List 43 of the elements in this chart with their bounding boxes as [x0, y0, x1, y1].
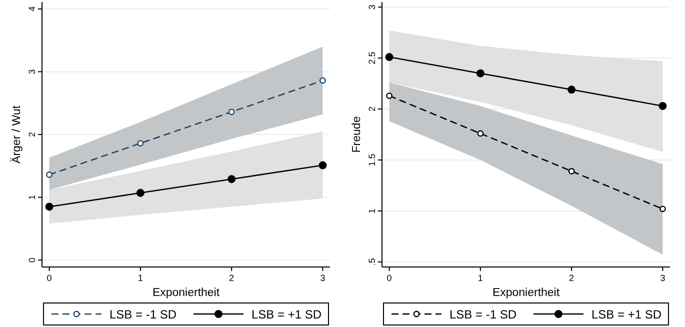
y-tick-label: 2.5 [367, 52, 377, 64]
y-tick-label: 2 [367, 106, 377, 112]
x-tick-label: 0 [46, 273, 52, 283]
y-tick-label: .5 [367, 258, 377, 266]
y-tick-label: 3 [367, 4, 377, 10]
point [385, 53, 394, 62]
x-tick-label: 2 [229, 273, 234, 283]
point [46, 171, 52, 178]
point [228, 108, 235, 116]
legend-label: LSB = +1 SD [592, 308, 662, 322]
point [137, 140, 144, 146]
y-tick-label: 3 [27, 69, 37, 74]
y-axis-title: Ärger / Wut [10, 104, 23, 164]
x-axis-title: Exponiertheit [492, 287, 560, 299]
y-tick-label: 1 [367, 208, 377, 214]
y-tick-label: 4 [27, 6, 37, 12]
x-axis-title: Exponiertheit [152, 287, 220, 299]
x-tick-label: 3 [660, 273, 666, 283]
x-tick-label: 3 [320, 273, 326, 283]
point [386, 92, 392, 99]
point [477, 130, 484, 137]
x-tick-label: 2 [569, 273, 574, 283]
x-tick-label: 1 [478, 273, 483, 283]
point [658, 102, 667, 110]
y-tick-label: 1 [27, 194, 37, 200]
point [318, 161, 327, 170]
point [568, 86, 576, 94]
point [45, 202, 54, 211]
legend-label: LSB = -1 SD [110, 308, 177, 322]
y-tick-label: 0 [27, 258, 37, 263]
legend-label: LSB = +1 SD [252, 308, 322, 322]
y-axis-title: Freude [351, 116, 363, 153]
point [568, 168, 575, 174]
point [476, 69, 484, 78]
y-tick-label: 1.5 [367, 154, 377, 166]
point [320, 77, 326, 84]
point [228, 175, 236, 184]
x-tick-label: 0 [386, 273, 392, 283]
point [660, 206, 666, 212]
y-tick-label: 2 [27, 132, 37, 138]
x-tick-label: 1 [138, 273, 143, 283]
legend-label: LSB = -1 SD [450, 308, 517, 322]
point [136, 188, 144, 197]
